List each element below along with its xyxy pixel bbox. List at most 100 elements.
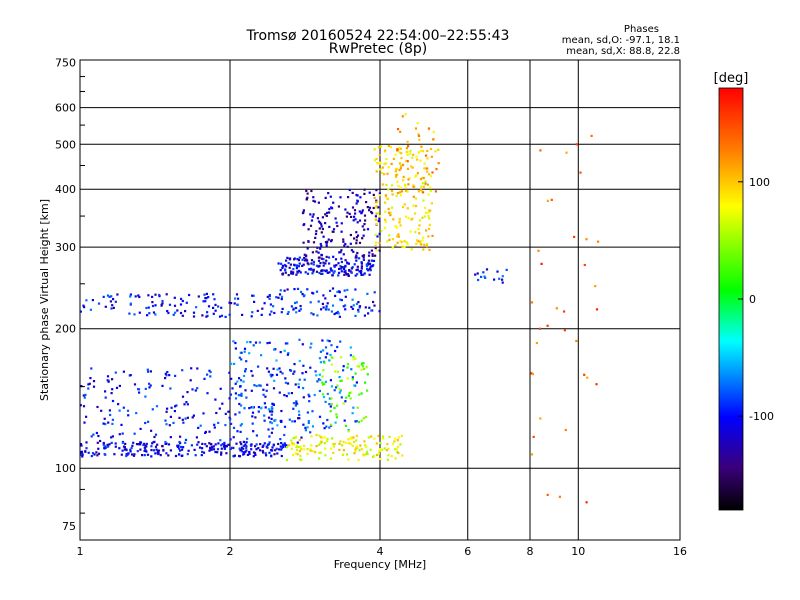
- data-point: [330, 363, 334, 366]
- data-point: [373, 291, 376, 294]
- data-point: [356, 200, 359, 203]
- data-point: [328, 340, 331, 343]
- data-point: [421, 150, 425, 153]
- data-point: [292, 271, 295, 274]
- data-point: [120, 423, 123, 426]
- data-point: [344, 208, 347, 211]
- data-point: [360, 368, 363, 371]
- data-point: [379, 457, 382, 460]
- data-point: [317, 256, 320, 259]
- data-point: [310, 342, 313, 345]
- data-point: [377, 452, 380, 455]
- data-point: [377, 146, 380, 149]
- data-point: [333, 270, 336, 273]
- data-point: [97, 434, 100, 438]
- data-point: [354, 357, 357, 360]
- data-point: [312, 268, 315, 271]
- data-point: [340, 260, 343, 264]
- data-point: [240, 358, 243, 361]
- data-point: [299, 305, 302, 308]
- data-point: [414, 197, 417, 200]
- data-point: [314, 451, 317, 454]
- data-point: [138, 311, 141, 314]
- data-point: [276, 424, 279, 427]
- data-point: [236, 303, 239, 306]
- data-point: [313, 393, 316, 397]
- data-point: [323, 427, 326, 430]
- data-point: [385, 183, 388, 186]
- data-point: [309, 366, 312, 369]
- data-point: [373, 196, 376, 199]
- data-point: [284, 342, 287, 345]
- data-point: [363, 214, 367, 217]
- data-point: [378, 232, 381, 235]
- data-point: [351, 444, 354, 447]
- x-tick-label: 6: [464, 545, 471, 558]
- data-point: [346, 366, 349, 369]
- data-point: [335, 221, 338, 224]
- data-point: [303, 259, 307, 262]
- data-point: [265, 445, 268, 448]
- data-point: [355, 239, 358, 242]
- data-point: [182, 421, 185, 424]
- data-point: [401, 245, 404, 248]
- data-point: [399, 194, 403, 197]
- data-point: [307, 421, 310, 424]
- data-point: [246, 453, 249, 456]
- data-point: [296, 453, 299, 456]
- colorbar-tick-label: 0: [749, 293, 756, 306]
- data-point: [127, 452, 130, 455]
- data-point: [208, 369, 211, 372]
- data-point: [111, 388, 114, 391]
- data-point: [340, 267, 343, 270]
- data-point: [338, 391, 341, 394]
- data-point: [194, 454, 197, 457]
- data-point: [365, 445, 368, 448]
- data-point: [271, 446, 274, 449]
- data-point: [322, 264, 325, 267]
- data-point: [276, 452, 279, 455]
- data-point: [338, 448, 341, 451]
- data-point: [143, 449, 146, 452]
- data-point: [358, 257, 361, 260]
- data-point: [550, 198, 553, 201]
- data-point: [363, 440, 366, 443]
- data-point: [312, 270, 315, 273]
- data-point: [339, 196, 342, 199]
- data-point: [110, 295, 113, 298]
- data-point: [268, 435, 271, 438]
- data-point: [312, 313, 315, 316]
- data-point: [83, 421, 86, 424]
- data-point: [392, 218, 395, 221]
- data-point: [416, 172, 419, 175]
- data-point: [273, 379, 276, 382]
- data-point: [204, 431, 207, 434]
- y-tick-label: 300: [55, 241, 76, 254]
- data-point: [363, 228, 366, 231]
- data-point: [347, 394, 350, 397]
- data-point: [129, 450, 132, 453]
- data-point: [595, 308, 599, 311]
- data-point: [389, 145, 392, 149]
- data-point: [273, 311, 276, 315]
- data-point: [250, 315, 253, 318]
- data-point: [290, 392, 293, 395]
- data-point: [352, 250, 355, 253]
- data-point: [375, 442, 378, 445]
- data-point: [309, 449, 312, 452]
- data-point: [325, 214, 328, 217]
- data-point: [400, 190, 403, 193]
- data-point: [358, 210, 361, 213]
- data-point: [252, 294, 255, 297]
- data-point: [294, 301, 297, 305]
- data-point: [191, 416, 194, 419]
- data-point: [166, 371, 169, 374]
- data-point: [286, 256, 289, 259]
- data-point: [225, 452, 228, 455]
- data-point: [201, 450, 204, 453]
- data-point: [412, 184, 415, 187]
- data-point: [225, 444, 228, 447]
- data-point: [396, 439, 399, 442]
- data-point: [136, 450, 139, 453]
- phase-box-title: Phases: [624, 24, 659, 35]
